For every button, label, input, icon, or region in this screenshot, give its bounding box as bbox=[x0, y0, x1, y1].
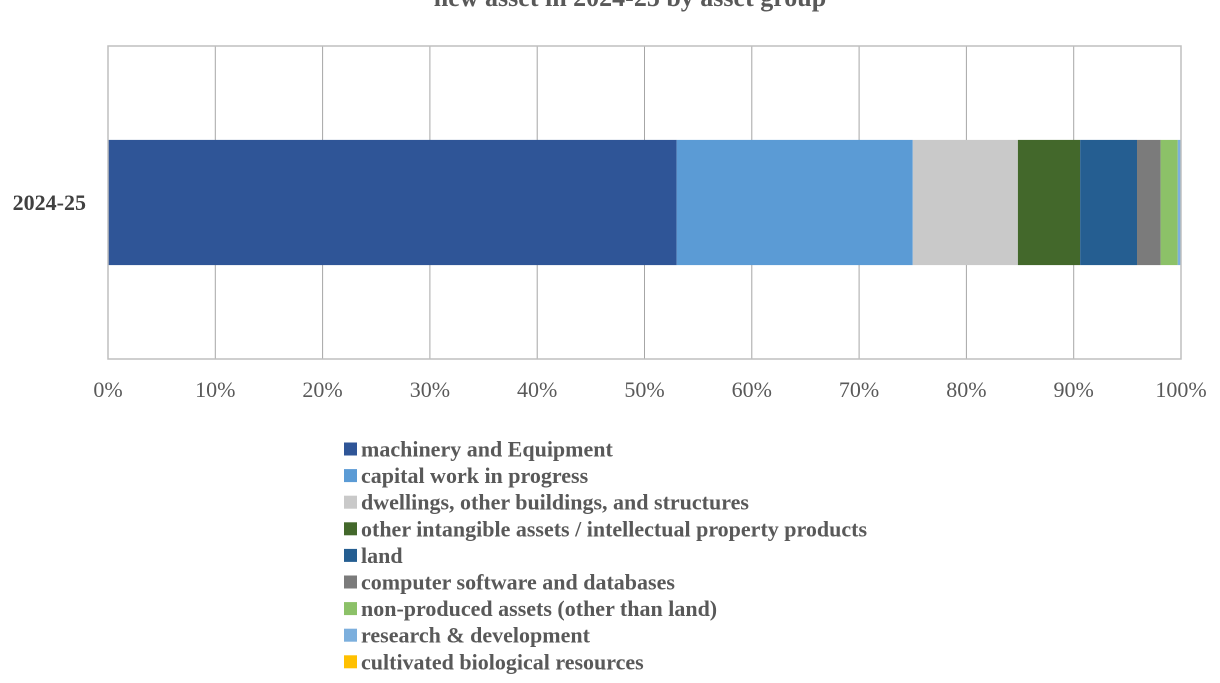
legend-label: dwellings, other buildings, and structur… bbox=[361, 490, 749, 515]
x-tick-label: 40% bbox=[517, 377, 557, 402]
x-tick-label: 100% bbox=[1155, 377, 1206, 402]
x-tick-label: 80% bbox=[946, 377, 986, 402]
legend-swatch bbox=[344, 469, 357, 483]
legend-label: non-produced assets (other than land) bbox=[361, 596, 717, 621]
x-axis-tick-labels: 0% 10% 20% 30% 40% 50% 60% 70% 80% 90% 100% bbox=[93, 377, 1206, 402]
category-label: 2024-25 bbox=[13, 190, 86, 215]
legend-label: capital work in progress bbox=[361, 463, 589, 488]
bar-segment bbox=[1177, 139, 1181, 266]
legend-label: research & development bbox=[361, 623, 591, 648]
legend-swatch bbox=[344, 442, 357, 456]
legend-swatch bbox=[344, 655, 357, 669]
legend-label: machinery and Equipment bbox=[361, 437, 613, 462]
legend-swatch bbox=[344, 495, 357, 509]
legend-swatch bbox=[344, 522, 357, 536]
x-tick-label: 70% bbox=[839, 377, 879, 402]
x-tick-label: 90% bbox=[1054, 377, 1094, 402]
legend-swatch bbox=[344, 602, 357, 616]
x-tick-label: 50% bbox=[624, 377, 664, 402]
legend-swatch bbox=[344, 548, 357, 562]
bar-segment bbox=[1017, 139, 1081, 266]
bar-segments bbox=[108, 139, 1181, 266]
bar-segment bbox=[676, 139, 913, 266]
y-axis-category-labels: 2024-25 bbox=[13, 190, 86, 215]
legend-swatch bbox=[344, 575, 357, 589]
x-tick-label: 60% bbox=[732, 377, 772, 402]
x-tick-label: 20% bbox=[302, 377, 342, 402]
chart-title: new asset in 2024-25 by asset group bbox=[434, 0, 826, 12]
legend-swatch bbox=[344, 628, 357, 642]
legend-label: cultivated biological resources bbox=[361, 649, 644, 674]
x-tick-label: 0% bbox=[93, 377, 122, 402]
bar-segment bbox=[1160, 139, 1178, 266]
bar-segment bbox=[1137, 139, 1161, 266]
x-tick-label: 30% bbox=[410, 377, 450, 402]
bar-segment bbox=[1080, 139, 1138, 266]
bar-segment bbox=[912, 139, 1018, 266]
legend-label: computer software and databases bbox=[361, 570, 675, 595]
legend-label: land bbox=[361, 543, 403, 568]
plot-area-border bbox=[107, 45, 1182, 360]
bar-segment bbox=[108, 139, 677, 266]
legend-label: other intangible assets / intellectual p… bbox=[361, 516, 867, 541]
x-tick-label: 10% bbox=[195, 377, 235, 402]
